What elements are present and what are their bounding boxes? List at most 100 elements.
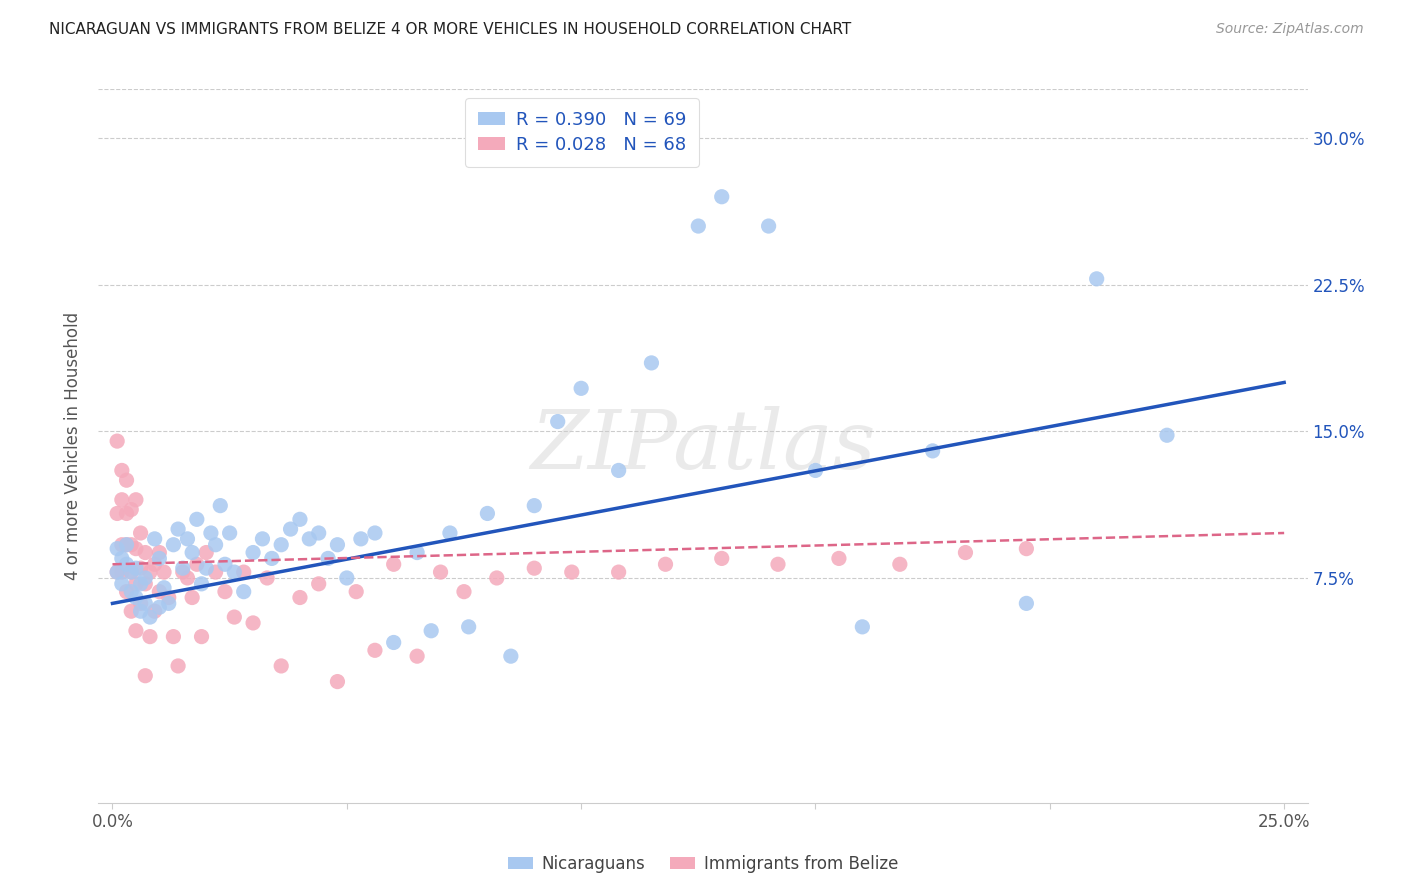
Point — [214, 584, 236, 599]
Point — [143, 604, 166, 618]
Point — [148, 545, 170, 559]
Text: Source: ZipAtlas.com: Source: ZipAtlas.com — [1216, 22, 1364, 37]
Point — [125, 624, 148, 638]
Point — [190, 577, 212, 591]
Point — [148, 584, 170, 599]
Point — [766, 558, 789, 572]
Point — [167, 659, 190, 673]
Point — [420, 624, 443, 638]
Point — [176, 532, 198, 546]
Point — [382, 635, 405, 649]
Point — [167, 522, 190, 536]
Point — [181, 545, 204, 559]
Point — [280, 522, 302, 536]
Point — [105, 507, 128, 521]
Point — [364, 643, 387, 657]
Point — [607, 463, 630, 477]
Point — [115, 538, 138, 552]
Point — [105, 565, 128, 579]
Point — [153, 565, 176, 579]
Point — [125, 541, 148, 556]
Point — [129, 577, 152, 591]
Point — [181, 591, 204, 605]
Point — [120, 584, 142, 599]
Text: NICARAGUAN VS IMMIGRANTS FROM BELIZE 4 OR MORE VEHICLES IN HOUSEHOLD CORRELATION: NICARAGUAN VS IMMIGRANTS FROM BELIZE 4 O… — [49, 22, 852, 37]
Point — [232, 565, 254, 579]
Point — [308, 526, 330, 541]
Point — [710, 551, 733, 566]
Point — [270, 659, 292, 673]
Point — [148, 600, 170, 615]
Point — [344, 584, 367, 599]
Point — [111, 492, 134, 507]
Point — [523, 499, 546, 513]
Point — [1156, 428, 1178, 442]
Point — [252, 532, 274, 546]
Point — [139, 565, 162, 579]
Point — [111, 565, 134, 579]
Point — [153, 581, 176, 595]
Point — [120, 502, 142, 516]
Point — [316, 551, 339, 566]
Point — [111, 538, 134, 552]
Point — [125, 492, 148, 507]
Point — [955, 545, 977, 559]
Point — [758, 219, 780, 233]
Point — [710, 190, 733, 204]
Point — [218, 526, 240, 541]
Point — [195, 561, 218, 575]
Point — [139, 610, 162, 624]
Point — [640, 356, 662, 370]
Point — [129, 561, 152, 575]
Point — [457, 620, 479, 634]
Point — [308, 577, 330, 591]
Point — [242, 615, 264, 630]
Point — [115, 473, 138, 487]
Point — [129, 604, 152, 618]
Point — [204, 538, 226, 552]
Text: ZIPatlas: ZIPatlas — [530, 406, 876, 486]
Point — [162, 538, 184, 552]
Point — [139, 630, 162, 644]
Point — [364, 526, 387, 541]
Point — [129, 526, 152, 541]
Y-axis label: 4 or more Vehicles in Household: 4 or more Vehicles in Household — [65, 312, 83, 580]
Point — [120, 538, 142, 552]
Point — [270, 538, 292, 552]
Point — [523, 561, 546, 575]
Point — [298, 532, 321, 546]
Point — [143, 558, 166, 572]
Point — [350, 532, 373, 546]
Point — [326, 674, 349, 689]
Point — [111, 463, 134, 477]
Point — [111, 551, 134, 566]
Point — [125, 561, 148, 575]
Point — [406, 649, 429, 664]
Point — [828, 551, 851, 566]
Point — [120, 565, 142, 579]
Point — [105, 565, 128, 579]
Point — [125, 577, 148, 591]
Point — [115, 507, 138, 521]
Point — [453, 584, 475, 599]
Point — [547, 415, 569, 429]
Point — [115, 538, 138, 552]
Point — [382, 558, 405, 572]
Point — [1085, 272, 1108, 286]
Point — [326, 538, 349, 552]
Point — [921, 443, 943, 458]
Point — [190, 630, 212, 644]
Point — [336, 571, 359, 585]
Point — [561, 565, 583, 579]
Point — [195, 545, 218, 559]
Point — [889, 558, 911, 572]
Point — [105, 541, 128, 556]
Point — [134, 596, 156, 610]
Point — [224, 565, 246, 579]
Point — [157, 591, 180, 605]
Point — [176, 571, 198, 585]
Legend: R = 0.390   N = 69, R = 0.028   N = 68: R = 0.390 N = 69, R = 0.028 N = 68 — [465, 98, 699, 167]
Point — [115, 584, 138, 599]
Point — [224, 610, 246, 624]
Point — [129, 596, 152, 610]
